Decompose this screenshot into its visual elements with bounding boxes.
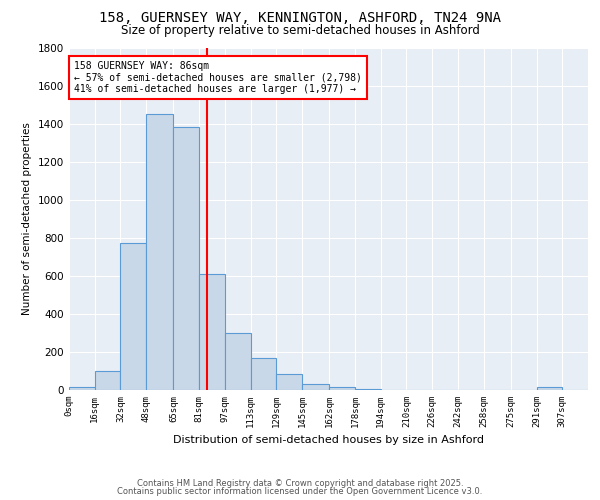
Bar bbox=[251, 358, 276, 390]
Bar bbox=[69, 387, 95, 390]
Text: Size of property relative to semi-detached houses in Ashford: Size of property relative to semi-detach… bbox=[121, 24, 479, 37]
Text: Contains HM Land Registry data © Crown copyright and database right 2025.: Contains HM Land Registry data © Crown c… bbox=[137, 478, 463, 488]
Text: 158 GUERNSEY WAY: 86sqm
← 57% of semi-detached houses are smaller (2,798)
41% of: 158 GUERNSEY WAY: 86sqm ← 57% of semi-de… bbox=[74, 61, 362, 94]
Bar bbox=[355, 389, 381, 390]
Bar bbox=[225, 333, 251, 390]
X-axis label: Distribution of semi-detached houses by size in Ashford: Distribution of semi-detached houses by … bbox=[173, 436, 484, 446]
Bar bbox=[95, 371, 121, 390]
Bar bbox=[276, 374, 302, 390]
Text: Contains public sector information licensed under the Open Government Licence v3: Contains public sector information licen… bbox=[118, 487, 482, 496]
Bar bbox=[536, 387, 562, 390]
Bar bbox=[121, 242, 146, 390]
Text: 158, GUERNSEY WAY, KENNINGTON, ASHFORD, TN24 9NA: 158, GUERNSEY WAY, KENNINGTON, ASHFORD, … bbox=[99, 11, 501, 25]
Bar bbox=[146, 114, 173, 390]
Bar bbox=[173, 128, 199, 390]
Bar bbox=[302, 384, 329, 390]
Bar bbox=[329, 386, 355, 390]
Bar bbox=[199, 274, 225, 390]
Y-axis label: Number of semi-detached properties: Number of semi-detached properties bbox=[22, 122, 32, 315]
